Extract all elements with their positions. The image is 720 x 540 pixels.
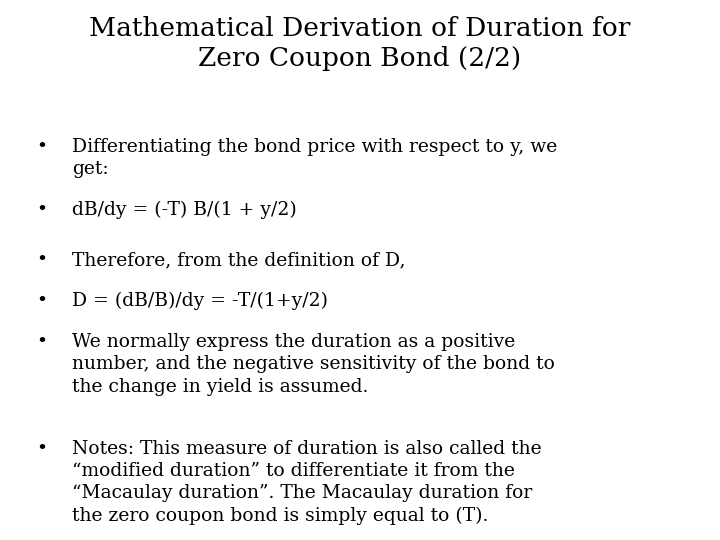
Text: •: • xyxy=(36,333,47,351)
Text: Mathematical Derivation of Duration for
Zero Coupon Bond (2/2): Mathematical Derivation of Duration for … xyxy=(89,16,631,71)
Text: We normally express the duration as a positive
number, and the negative sensitiv: We normally express the duration as a po… xyxy=(72,333,555,396)
Text: •: • xyxy=(36,292,47,309)
Text: •: • xyxy=(36,440,47,458)
Text: Therefore, from the definition of D,: Therefore, from the definition of D, xyxy=(72,251,405,269)
Text: •: • xyxy=(36,251,47,269)
Text: •: • xyxy=(36,138,47,156)
Text: Differentiating the bond price with respect to y, we
get:: Differentiating the bond price with resp… xyxy=(72,138,557,178)
Text: dB/dy = (-T) B/(1 + y/2): dB/dy = (-T) B/(1 + y/2) xyxy=(72,201,297,219)
Text: D = (dB/B)/dy = -T/(1+y/2): D = (dB/B)/dy = -T/(1+y/2) xyxy=(72,292,328,310)
Text: Notes: This measure of duration is also called the
“modified duration” to differ: Notes: This measure of duration is also … xyxy=(72,440,541,525)
Text: •: • xyxy=(36,201,47,219)
